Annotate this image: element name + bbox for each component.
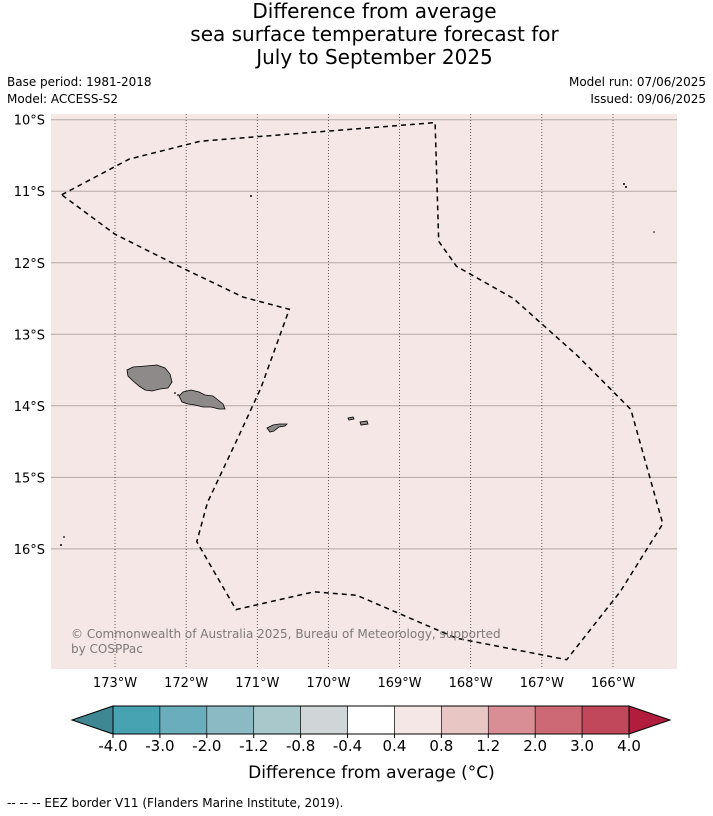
colorbar-under-arrow xyxy=(70,705,114,735)
chart-title: Difference from average sea surface temp… xyxy=(0,0,713,69)
colorbar-tick-label: 2.0 xyxy=(523,737,547,755)
land-ofu-olosega xyxy=(347,416,355,421)
colorbar xyxy=(70,705,672,735)
colorbar-tick-label: 4.0 xyxy=(617,737,641,755)
lat-label: 16°S xyxy=(14,543,45,558)
title-line-2: sea surface temperature forecast for xyxy=(190,22,559,46)
map-figure: © Commonwealth of Australia 2025, Bureau… xyxy=(14,114,677,755)
islet-manono xyxy=(177,394,179,396)
land-masses xyxy=(126,364,369,433)
colorbar-segment xyxy=(347,705,395,735)
copyright-line-1: © Commonwealth of Australia 2025, Bureau… xyxy=(71,627,501,641)
title-line-1: Difference from average xyxy=(252,0,497,23)
small-islets xyxy=(60,183,655,546)
lat-label: 12°S xyxy=(14,257,45,272)
lon-label: 166°W xyxy=(591,676,635,691)
colorbar-tick-label: -0.4 xyxy=(333,737,362,755)
meta-left: Base period: 1981-2018 Model: ACCESS-S2 xyxy=(7,74,152,108)
lat-label: 11°S xyxy=(14,185,45,200)
copyright-line-2: by COSPPac xyxy=(71,642,143,656)
issued-date: Issued: 09/06/2025 xyxy=(590,92,706,106)
lon-label: 169°W xyxy=(377,676,421,691)
model-run: Model run: 07/06/2025 xyxy=(568,75,706,89)
colorbar-tick-labels: -4.0 -3.0 -2.0 -1.2 -0.8 -0.4 0.4 0.8 1.2 2.0 3.0 4… xyxy=(98,734,641,755)
lon-label: 172°W xyxy=(164,676,208,691)
colorbar-outline xyxy=(112,705,630,735)
colorbar-segment xyxy=(300,705,348,735)
colorbar-segment xyxy=(394,705,442,735)
land-savaii xyxy=(126,364,173,392)
colorbar-tick-label: 0.4 xyxy=(383,737,407,755)
land-tau xyxy=(359,420,369,426)
lat-label: 14°S xyxy=(14,400,45,415)
lon-label: 173°W xyxy=(93,676,137,691)
model-name: Model: ACCESS-S2 xyxy=(7,92,119,106)
colorbar-segment xyxy=(581,705,630,735)
colorbar-segment xyxy=(112,705,161,735)
latitude-gridlines xyxy=(51,119,677,550)
colorbar-tick-label: -1.2 xyxy=(239,737,268,755)
lon-label: 171°W xyxy=(235,676,279,691)
colorbar-segment xyxy=(206,705,255,735)
colorbar-tick-label: -4.0 xyxy=(98,737,127,755)
map-background xyxy=(51,114,677,669)
colorbar-tick-label: 3.0 xyxy=(570,737,594,755)
lat-label: 13°S xyxy=(14,328,45,343)
islet-sw-b xyxy=(60,544,62,546)
islet-sw-a xyxy=(63,536,65,538)
lon-label: 167°W xyxy=(520,676,564,691)
colorbar-tick-label: -0.8 xyxy=(286,737,315,755)
footnote-eez-source: -- -- -- EEZ border V11 (Flanders Marine… xyxy=(7,796,344,810)
longitude-gridlines xyxy=(114,114,614,669)
colorbar-over-arrow xyxy=(628,705,672,735)
meta-right: Model run: 07/06/2025 Issued: 09/06/2025 xyxy=(569,74,706,108)
land-upolu xyxy=(178,389,226,410)
colorbar-segment xyxy=(253,705,301,735)
colorbar-tick-label: -2.0 xyxy=(192,737,221,755)
latitude-labels: 10°S 11°S 12°S 13°S 14°S 15°S 16°S xyxy=(14,114,45,558)
islet-apolima xyxy=(174,392,176,394)
lat-label: 10°S xyxy=(14,114,45,129)
colorbar-segment xyxy=(534,705,583,735)
lon-label: 168°W xyxy=(449,676,493,691)
colorbar-title: Difference from average (°C) xyxy=(248,763,495,783)
title-line-3: July to September 2025 xyxy=(256,45,493,69)
colorbar-segment xyxy=(487,705,536,735)
longitude-labels: 173°W 172°W 171°W 170°W 169°W 168°W 167°W 166°W xyxy=(93,676,635,691)
colorbar-tick-label: -3.0 xyxy=(145,737,174,755)
colorbar-segment xyxy=(159,705,208,735)
land-tutuila xyxy=(266,423,288,433)
colorbar-tick-label: 0.8 xyxy=(429,737,453,755)
islet-11s-a xyxy=(250,195,252,197)
eez-border-line xyxy=(61,121,664,661)
islet-swains-a xyxy=(623,183,625,185)
colorbar-tick-label: 1.2 xyxy=(476,737,500,755)
islet-swains-c xyxy=(653,231,655,233)
colorbar-segment xyxy=(441,705,489,735)
base-period: Base period: 1981-2018 xyxy=(7,75,152,89)
lon-label: 170°W xyxy=(306,676,350,691)
lat-label: 15°S xyxy=(14,471,45,486)
islet-swains-b xyxy=(625,186,627,188)
